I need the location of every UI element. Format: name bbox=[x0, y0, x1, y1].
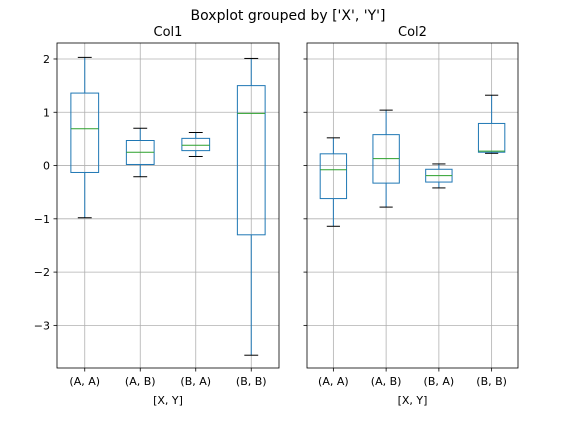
x-tick-label: (A, B) bbox=[371, 375, 402, 388]
box-col2-3 bbox=[477, 94, 506, 154]
axes-frame-col2 bbox=[306, 42, 519, 369]
y-tick-label: −3 bbox=[34, 319, 50, 332]
x-tick-label: (B, A) bbox=[180, 375, 211, 388]
x-tick-label: (B, B) bbox=[236, 375, 267, 388]
y-tick-label: −2 bbox=[34, 266, 50, 279]
x-tick-label: (B, B) bbox=[476, 375, 507, 388]
x-tick-label: (A, B) bbox=[125, 375, 156, 388]
subplot-col2: (A, A) (A, B) (B, A) (B, B) Col2 [X, Y] bbox=[303, 25, 519, 407]
x-tick-label: (B, A) bbox=[424, 375, 455, 388]
box-iqr bbox=[236, 85, 266, 236]
box-col1-2 bbox=[181, 132, 211, 157]
y-tick-label: −1 bbox=[34, 213, 50, 226]
box-col2-1 bbox=[372, 109, 400, 208]
box-col1-1 bbox=[125, 127, 155, 178]
box-col2-0 bbox=[319, 137, 348, 227]
y-tick-label: 2 bbox=[43, 53, 50, 66]
x-axis-label-col1: [X, Y] bbox=[153, 394, 183, 407]
box-col2-2 bbox=[425, 163, 453, 189]
y-tick-label: 0 bbox=[43, 160, 50, 173]
subplot-title-col1: Col1 bbox=[154, 25, 183, 40]
x-axis-label-col2: [X, Y] bbox=[398, 394, 428, 407]
x-tick-label: (A, A) bbox=[69, 375, 100, 388]
axes-frame-col1 bbox=[56, 42, 280, 369]
x-tick-label: (A, A) bbox=[318, 375, 349, 388]
box-col1-0 bbox=[70, 56, 100, 219]
box-iqr bbox=[477, 122, 506, 153]
subplot-col1: −3 −2 −1 0 1 2 (A, A) (A, B) (B, A) (B, B) Col1 [… bbox=[34, 25, 280, 407]
subplot-title-col2: Col2 bbox=[398, 25, 427, 40]
box-iqr bbox=[70, 92, 100, 173]
box-col1-3 bbox=[236, 57, 266, 356]
box-iqr bbox=[319, 153, 348, 200]
y-tick-label: 1 bbox=[43, 106, 50, 119]
box-iqr bbox=[181, 137, 211, 152]
figure-suptitle: Boxplot grouped by ['X', 'Y'] bbox=[191, 8, 386, 24]
